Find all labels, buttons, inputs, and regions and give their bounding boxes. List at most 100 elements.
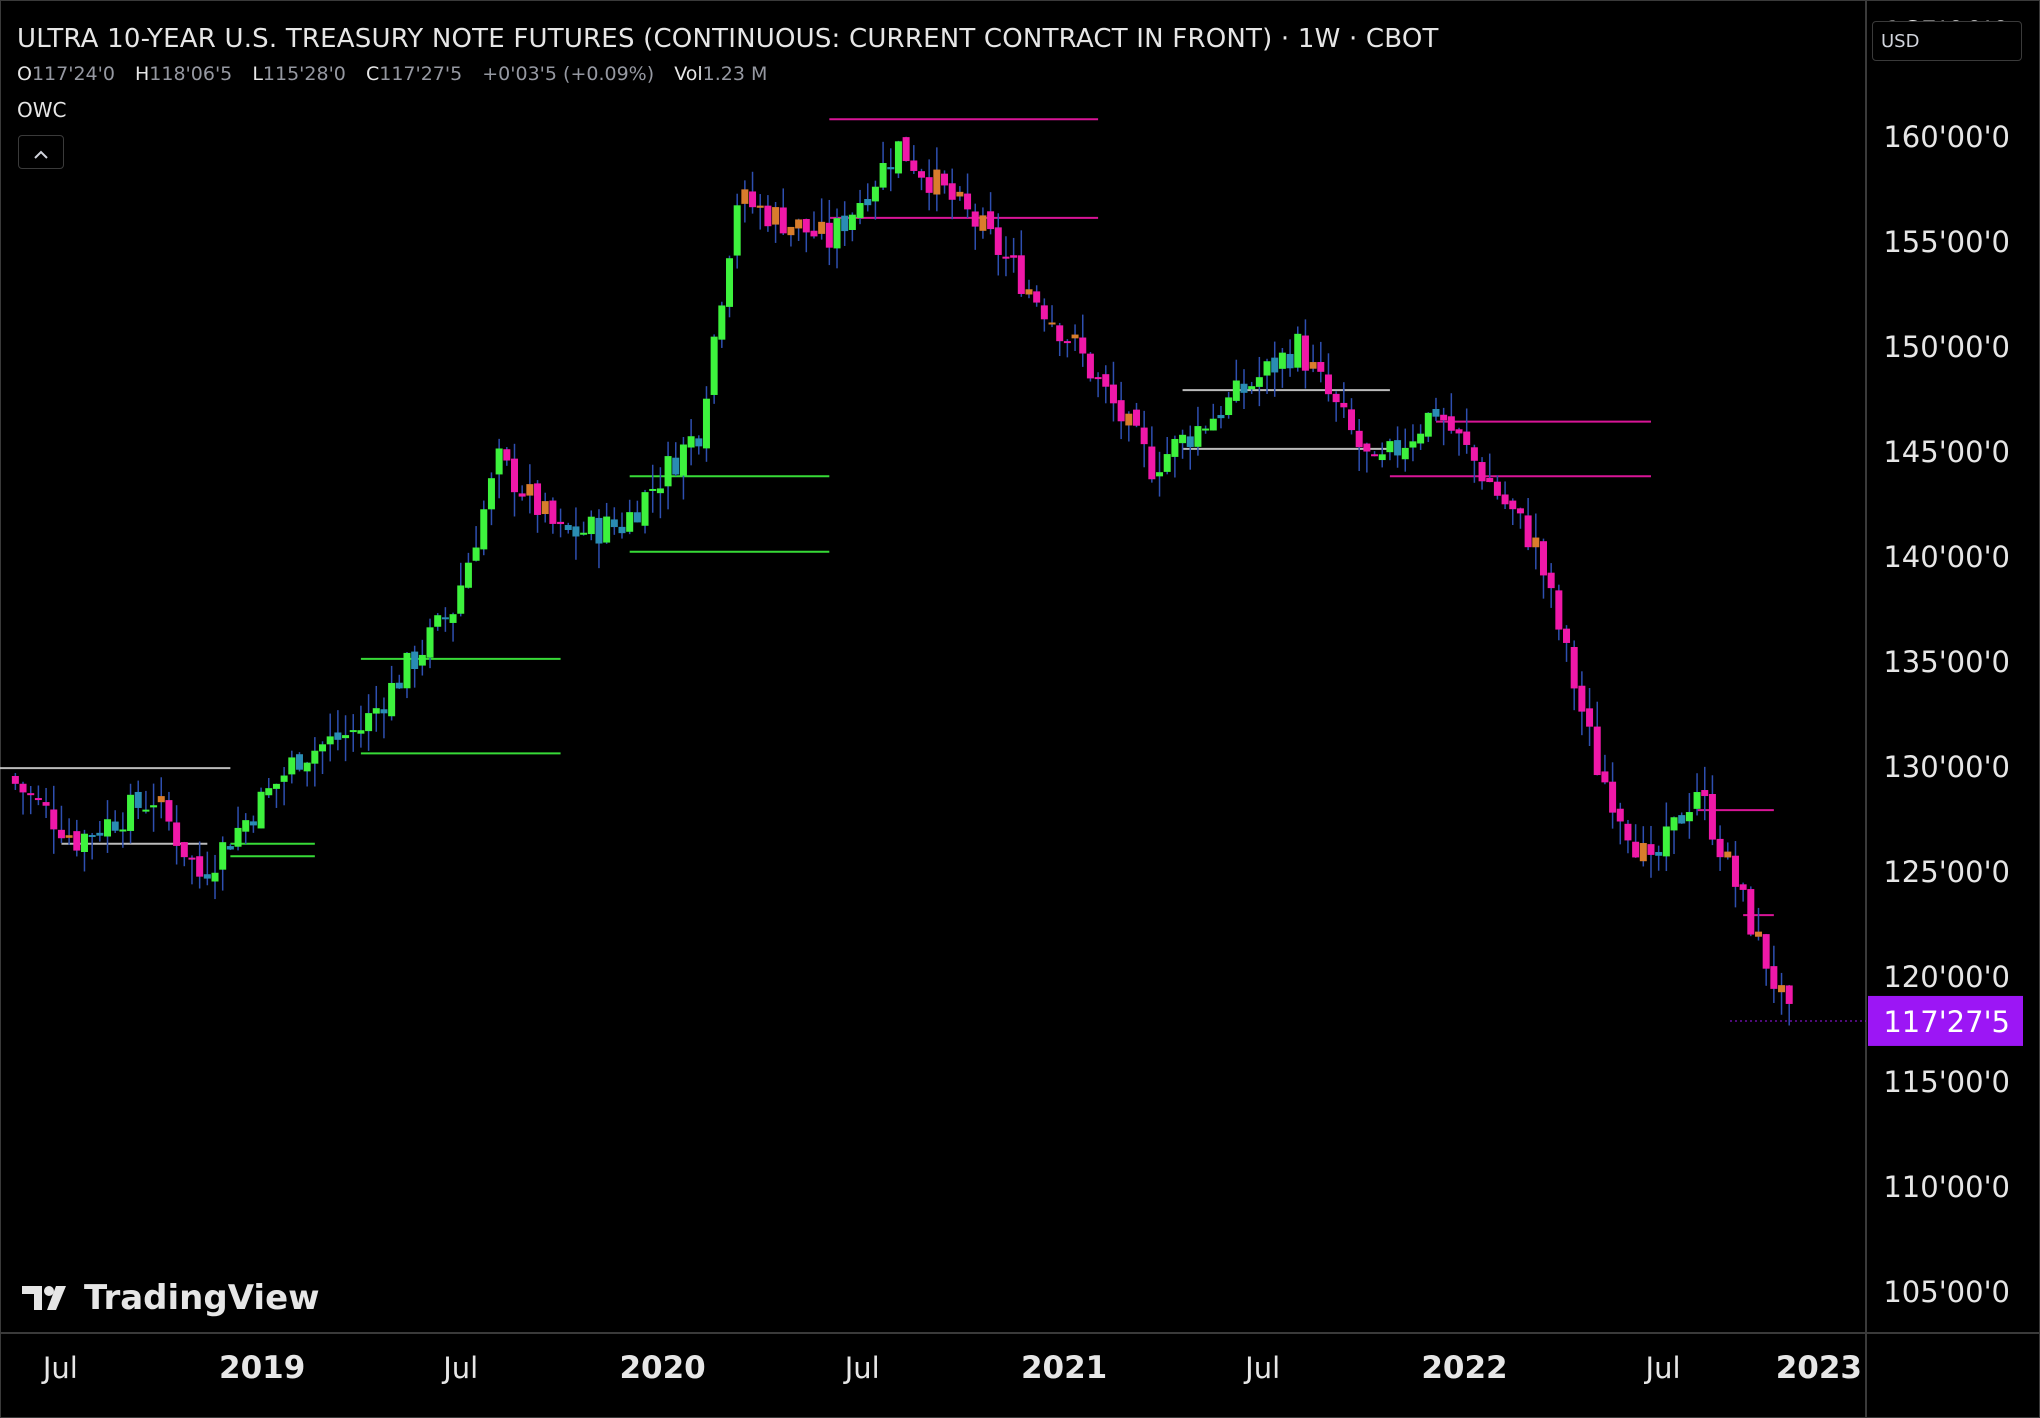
candle-body [1516,508,1524,514]
candle-body [1378,454,1386,461]
candle-body [80,833,88,852]
candle-body [1363,443,1371,452]
candle-body [1217,414,1225,419]
candle-body [319,744,327,752]
candle-body [887,167,895,170]
tradingview-logo-icon [22,1286,66,1310]
candle-body [557,521,565,525]
candle-body [910,160,918,171]
candle-body [587,516,595,535]
candle-body [1678,815,1686,824]
candle-body [1025,289,1033,295]
candle-body [173,822,181,846]
candle-body [96,832,104,836]
candle-body [1148,446,1156,480]
candle-body [1386,441,1394,453]
candle-body [956,191,964,197]
candle-body [526,484,534,496]
candle-body [1639,843,1647,862]
candle-body [418,654,426,666]
candle-body [272,783,280,789]
candle-body [365,713,373,732]
tradingview-logo[interactable]: TradingView [22,1278,320,1318]
candle-body [810,230,818,237]
candle-body [303,762,311,772]
ohlc-legend: O117'24'0 H118'06'5 L115'28'0 C117'27'5 … [17,63,781,85]
candle-body [664,456,672,487]
candle-body [672,457,680,475]
candle-body [933,169,941,195]
candle-body [65,835,73,838]
candle-body [1240,383,1248,393]
candle-body [917,171,925,178]
indicator-label[interactable]: OWC [17,98,67,122]
candle-body [1447,416,1455,431]
candle-body [257,791,265,829]
candle-body [1232,380,1240,401]
ohlc-key-open: O [17,63,32,85]
last-price-marker: 117'27'5 [1730,995,2023,1046]
candle-body [534,483,542,515]
price-axis[interactable]: 165'00'0160'00'0155'00'0150'00'0145'00'0… [1883,15,2010,1309]
candle-body [733,205,741,256]
candle-body [1432,408,1440,417]
candle-body [633,512,641,523]
candle-body [741,189,749,204]
candle-body [388,682,396,717]
candle-body [1079,337,1087,354]
candle-body [841,215,849,232]
candle-body [1785,985,1793,1004]
candle-body [549,500,557,524]
candle-body [503,449,511,461]
candle-body [510,458,518,493]
candle-body [295,754,303,770]
candle-body [649,488,657,491]
ohlc-key-volume: Vol [674,63,703,85]
candle-body [326,736,334,745]
collapse-legend-button[interactable] [18,135,64,169]
tradingview-logo-text: TradingView [84,1278,320,1318]
candle-body [795,219,803,229]
candle-body [687,436,695,448]
candle-body [726,258,734,307]
candle-body [1132,409,1140,426]
candle-body [1332,393,1340,403]
ohlc-key-close: C [365,63,380,85]
candle-body [580,532,588,535]
ohlc-value-high: 118'06'5 [149,63,233,85]
price-tick-label: 110'00'0 [1883,1170,2010,1204]
time-tick-month: Jul [41,1351,78,1385]
ohlc-value-open: 117'24'0 [31,63,115,85]
candle-body [1455,429,1463,434]
currency-selector[interactable]: USD [1872,21,2022,61]
candle-body [1086,353,1094,379]
candle-body [1394,440,1402,456]
candle-body [1747,889,1755,935]
candle-body [1563,628,1571,643]
time-axis[interactable]: Jul 2019 Jul 2020 Jul 2021 Jul 2022 Jul 2023 [41,1350,1862,1386]
candle-body [180,842,188,858]
time-tick-year: 2020 [619,1350,705,1386]
candle-body [234,827,242,847]
candle-body [641,492,649,526]
candle-body [334,732,342,740]
candle-body [572,526,580,537]
candle-body [833,218,841,249]
candle-body [127,794,135,831]
candle-body [718,305,726,340]
candle-body [1194,426,1202,447]
candle-body [787,226,795,236]
candle-body [441,617,449,620]
candle-body [1647,844,1655,855]
candle-body [1539,541,1547,576]
candle-body [1493,481,1501,496]
ohlc-value-volume: 1.23 M [702,63,768,85]
candle-body [626,512,634,532]
candle-body [73,831,81,851]
candle-body [979,215,987,231]
candle-body [879,163,887,188]
candle-body [994,227,1002,255]
candle-body [864,199,872,206]
candle-body [1102,374,1110,387]
